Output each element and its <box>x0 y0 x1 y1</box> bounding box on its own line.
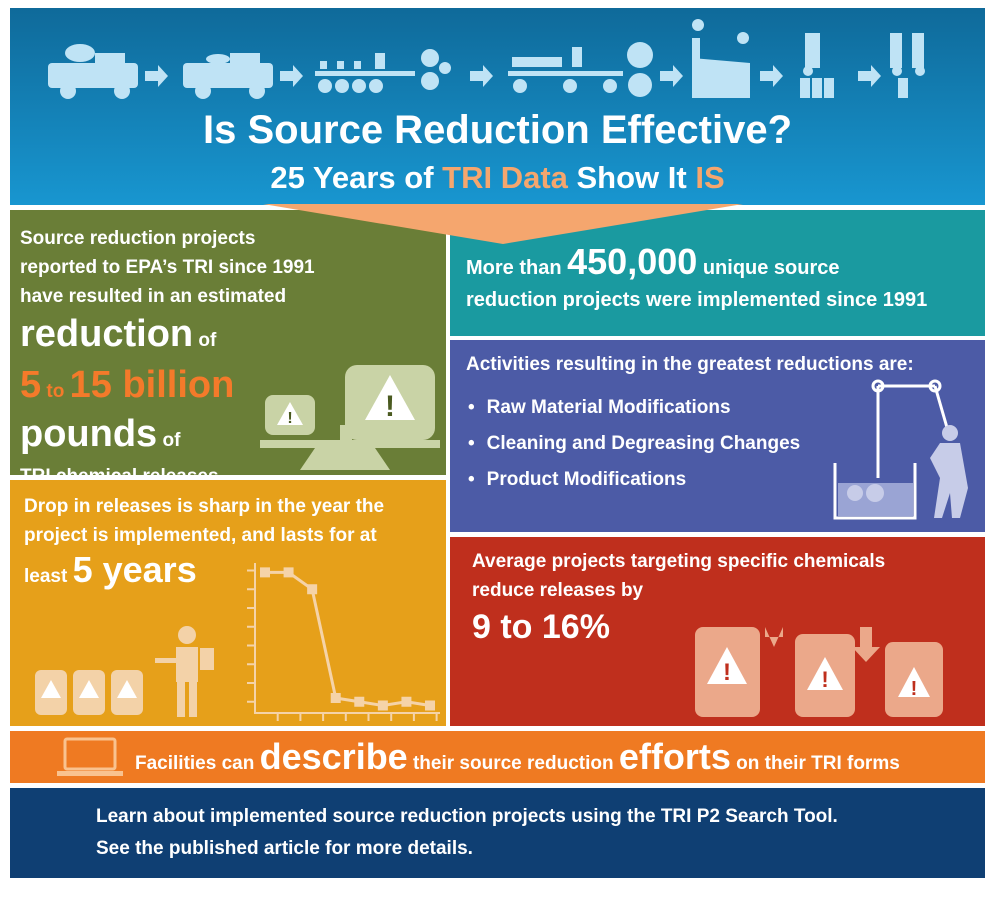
text-word: least <box>24 566 68 587</box>
svg-text:!: ! <box>821 667 828 692</box>
release-trend-chart <box>247 563 440 721</box>
search-tool-link[interactable]: Learn about implemented source reduction… <box>96 806 838 827</box>
emphasis-word: efforts <box>618 736 731 777</box>
pointer-triangle <box>263 204 743 244</box>
text-word: Facilities can <box>135 753 255 774</box>
subtitle-highlight: IS <box>695 160 725 195</box>
data-point <box>377 700 388 711</box>
reduction-word: reduction <box>20 313 194 355</box>
subtitle-highlight: TRI Data <box>442 160 568 195</box>
footer-links: Learn about implemented source reduction… <box>10 788 985 878</box>
data-point <box>283 567 294 578</box>
factory-icon <box>692 19 750 98</box>
series-line <box>265 570 431 708</box>
worker-barrels-icon <box>35 626 214 717</box>
hand-truck-barrels-icon <box>800 33 834 98</box>
data-point <box>307 584 318 595</box>
amount-low: 5 <box>20 364 42 406</box>
text-line: reduce releases by <box>472 580 644 601</box>
text-word: unique source <box>702 257 840 279</box>
data-point <box>425 700 435 711</box>
amount-high: 15 billion <box>69 364 235 406</box>
svg-text:!: ! <box>911 678 918 700</box>
text-word: their source reduction <box>412 753 614 774</box>
activities-list: Raw Material Modifications Cleaning and … <box>468 397 801 505</box>
text-word: More than <box>466 257 562 279</box>
project-count: 450,000 <box>567 241 698 282</box>
hand-truck-barrel-icon <box>890 33 925 98</box>
page-title: Is Source Reduction Effective? <box>202 108 793 152</box>
years-value: 5 years <box>72 549 197 590</box>
list-item: Product Modifications <box>468 469 800 491</box>
subtitle-text: Show It <box>567 160 696 195</box>
text-line: reduction projects were implemented sinc… <box>466 289 928 311</box>
panel-total-reduction: Source reduction projects reported to EP… <box>10 210 446 487</box>
shrinking-barrels-icon: !!! <box>695 627 943 717</box>
data-point <box>401 696 412 707</box>
truck-icon <box>183 53 273 99</box>
text-line: have resulted in an estimated <box>20 286 287 307</box>
conveyor-icon <box>508 42 653 97</box>
panel-chemical-reduction: Average projects targeting specific chem… <box>450 537 985 726</box>
data-point <box>354 696 365 707</box>
text-word: to <box>46 381 65 402</box>
text-line: project is implemented, and lasts for at <box>24 525 377 546</box>
panel-tri-forms: Facilities can describe their source red… <box>10 731 985 783</box>
degreasing-tank-icon <box>833 379 968 520</box>
text-word: on their TRI forms <box>736 753 900 774</box>
page-subtitle: 25 Years of TRI Data Show It IS <box>10 160 985 196</box>
text-line: reported to EPA’s TRI since 1991 <box>20 257 315 278</box>
published-article-link[interactable]: See the published article for more detai… <box>96 838 473 859</box>
data-point <box>330 693 341 703</box>
list-item: Raw Material Modifications <box>468 397 800 419</box>
header-banner: Is Source Reduction Effective? 25 Years … <box>10 8 985 205</box>
truck-icon <box>48 44 138 99</box>
panel-drop-in-releases: Drop in releases is sharp in the year th… <box>10 480 446 726</box>
text-line: Average projects targeting specific chem… <box>472 551 886 572</box>
svg-text:!: ! <box>723 659 731 686</box>
reduction-percentage: 9 to 16% <box>472 608 610 646</box>
text-line: Source reduction projects <box>20 228 256 249</box>
scale-warning-icon: ! ! <box>260 365 440 470</box>
panel-activities: Activities resulting in the greatest red… <box>450 340 985 532</box>
text-word: of <box>198 330 217 351</box>
svg-text:!: ! <box>287 410 292 427</box>
pounds-word: pounds <box>20 413 158 455</box>
svg-text:!: ! <box>385 390 395 423</box>
conveyor-icon <box>315 49 451 93</box>
arrow-icon <box>145 65 168 87</box>
subtitle-text: 25 Years of <box>270 160 443 195</box>
data-point <box>260 567 270 578</box>
list-item: Cleaning and Degreasing Changes <box>468 433 801 455</box>
text-word: of <box>162 430 181 451</box>
laptop-icon <box>57 737 123 776</box>
activities-heading: Activities resulting in the greatest red… <box>466 354 914 375</box>
emphasis-word: describe <box>259 736 408 777</box>
process-icons <box>48 19 925 99</box>
text-line: Drop in releases is sharp in the year th… <box>24 496 385 517</box>
chart-axes <box>254 563 440 714</box>
